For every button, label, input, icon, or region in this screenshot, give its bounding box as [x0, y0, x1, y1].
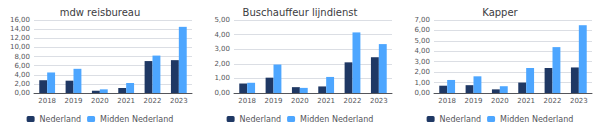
svg-text:5,00: 5,00: [414, 37, 430, 45]
svg-text:6,00: 6,00: [14, 62, 30, 70]
svg-text:2019: 2019: [465, 97, 483, 105]
svg-text:2020: 2020: [491, 97, 509, 105]
svg-text:2022: 2022: [544, 97, 562, 105]
svg-text:1,00: 1,00: [414, 79, 430, 87]
svg-text:4,00: 4,00: [214, 31, 230, 39]
svg-text:2019: 2019: [65, 97, 83, 105]
svg-text:10,00: 10,00: [10, 43, 30, 51]
svg-text:2020: 2020: [291, 97, 309, 105]
svg-text:2020: 2020: [91, 97, 109, 105]
svg-text:2018: 2018: [238, 97, 256, 105]
svg-text:2022: 2022: [344, 97, 362, 105]
svg-text:6,00: 6,00: [414, 26, 430, 34]
svg-text:2023: 2023: [370, 97, 388, 105]
svg-text:Nederland: Nederland: [240, 115, 281, 124]
svg-text:2023: 2023: [170, 97, 188, 105]
svg-text:Kapper: Kapper: [482, 7, 518, 18]
svg-text:7,00: 7,00: [414, 16, 430, 24]
svg-text:0,00: 0,00: [414, 89, 430, 97]
svg-text:2021: 2021: [317, 97, 335, 105]
svg-text:2021: 2021: [517, 97, 535, 105]
svg-text:Nederland: Nederland: [440, 115, 481, 124]
svg-text:0,00: 0,00: [14, 89, 30, 97]
svg-text:2021: 2021: [117, 97, 135, 105]
svg-text:2,00: 2,00: [214, 60, 230, 68]
svg-text:3,00: 3,00: [214, 45, 230, 53]
svg-text:5,00: 5,00: [214, 16, 230, 24]
svg-text:Buschauffeur lijndienst: Buschauffeur lijndienst: [243, 7, 358, 18]
svg-text:2,00: 2,00: [414, 68, 430, 76]
svg-text:Midden Nederland: Midden Nederland: [300, 115, 373, 124]
svg-text:2,00: 2,00: [14, 80, 30, 88]
svg-text:2023: 2023: [570, 97, 588, 105]
svg-text:3,00: 3,00: [414, 58, 430, 66]
svg-text:16,00: 16,00: [10, 16, 30, 24]
svg-text:1,00: 1,00: [214, 74, 230, 82]
svg-text:Midden Nederland: Midden Nederland: [500, 115, 573, 124]
svg-text:4,00: 4,00: [414, 47, 430, 55]
svg-text:4,00: 4,00: [14, 71, 30, 79]
svg-text:2022: 2022: [144, 97, 162, 105]
svg-text:12,00: 12,00: [10, 34, 30, 42]
svg-text:14,00: 14,00: [10, 25, 30, 33]
svg-text:2019: 2019: [265, 97, 283, 105]
svg-text:2018: 2018: [38, 97, 56, 105]
svg-text:8,00: 8,00: [14, 53, 30, 61]
svg-text:Nederland: Nederland: [40, 115, 81, 124]
svg-text:0,00: 0,00: [214, 89, 230, 97]
svg-text:mdw reisbureau: mdw reisbureau: [60, 7, 141, 18]
svg-text:2018: 2018: [438, 97, 456, 105]
svg-text:Midden Nederland: Midden Nederland: [100, 115, 173, 124]
